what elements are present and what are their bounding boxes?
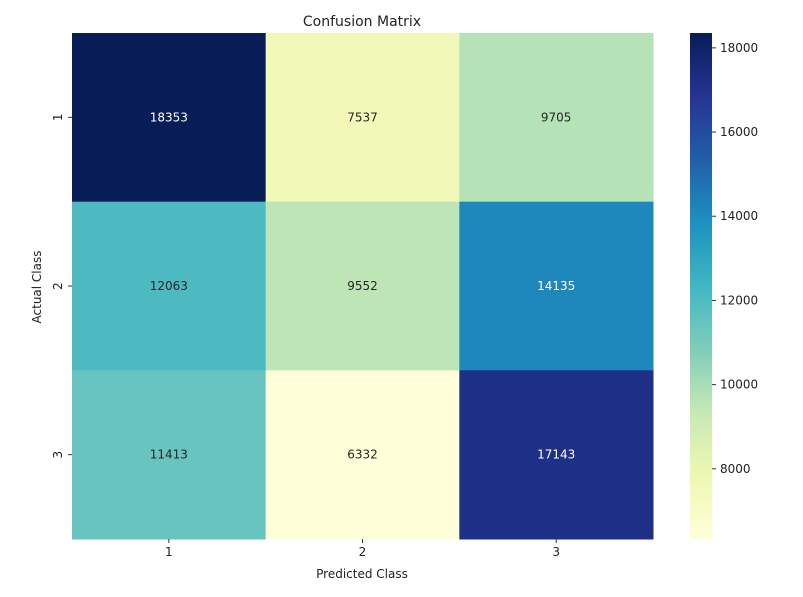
colorbar-tick-label: 16000 <box>720 125 758 139</box>
heatmap-cells <box>72 33 654 540</box>
y-tick-label: 2 <box>51 282 65 290</box>
x-axis-label: Predicted Class <box>316 567 408 581</box>
colorbar-tick-label: 18000 <box>720 41 758 55</box>
colorbar-gradient <box>690 33 712 539</box>
chart-title: Confusion Matrix <box>303 14 421 30</box>
colorbar-tick-label: 14000 <box>720 209 758 223</box>
cell-value-label: 9705 <box>541 110 572 124</box>
x-axis-ticks: 1 2 3 <box>165 539 560 559</box>
cell-value-label: 12063 <box>150 279 188 293</box>
heatmap-cell <box>459 201 654 371</box>
heatmap-cell <box>72 370 267 540</box>
heatmap-cell <box>265 201 460 371</box>
cell-value-label: 18353 <box>150 110 188 124</box>
heatmap-cell <box>459 33 654 203</box>
cell-value-label: 14135 <box>537 279 575 293</box>
cell-value-label: 11413 <box>150 448 188 462</box>
cell-value-label: 6332 <box>347 448 378 462</box>
x-tick-label: 2 <box>359 545 367 559</box>
colorbar-tick-label: 8000 <box>720 462 751 476</box>
x-tick-label: 1 <box>165 545 173 559</box>
cell-value-label: 7537 <box>347 110 378 124</box>
y-tick-label: 1 <box>51 114 65 122</box>
heatmap-cell <box>459 370 654 540</box>
heatmap-cell <box>72 33 267 203</box>
heatmap-cell <box>265 33 460 203</box>
colorbar-tick-label: 12000 <box>720 293 758 307</box>
heatmap-cell-labels: 18353 7537 9705 12063 9552 14135 11413 6332 1714… <box>150 110 576 461</box>
cell-value-label: 9552 <box>347 279 378 293</box>
heatmap-cell <box>265 370 460 540</box>
y-axis-ticks: 1 2 3 <box>51 114 72 459</box>
cell-value-label: 17143 <box>537 448 575 462</box>
colorbar-tick-label: 10000 <box>720 378 758 392</box>
heatmap-cell <box>72 201 267 371</box>
y-tick-label: 3 <box>51 451 65 459</box>
colorbar: 8000 10000 12000 14000 16000 18000 <box>690 33 758 539</box>
y-axis-label: Actual Class <box>30 251 44 324</box>
x-tick-label: 3 <box>552 545 560 559</box>
